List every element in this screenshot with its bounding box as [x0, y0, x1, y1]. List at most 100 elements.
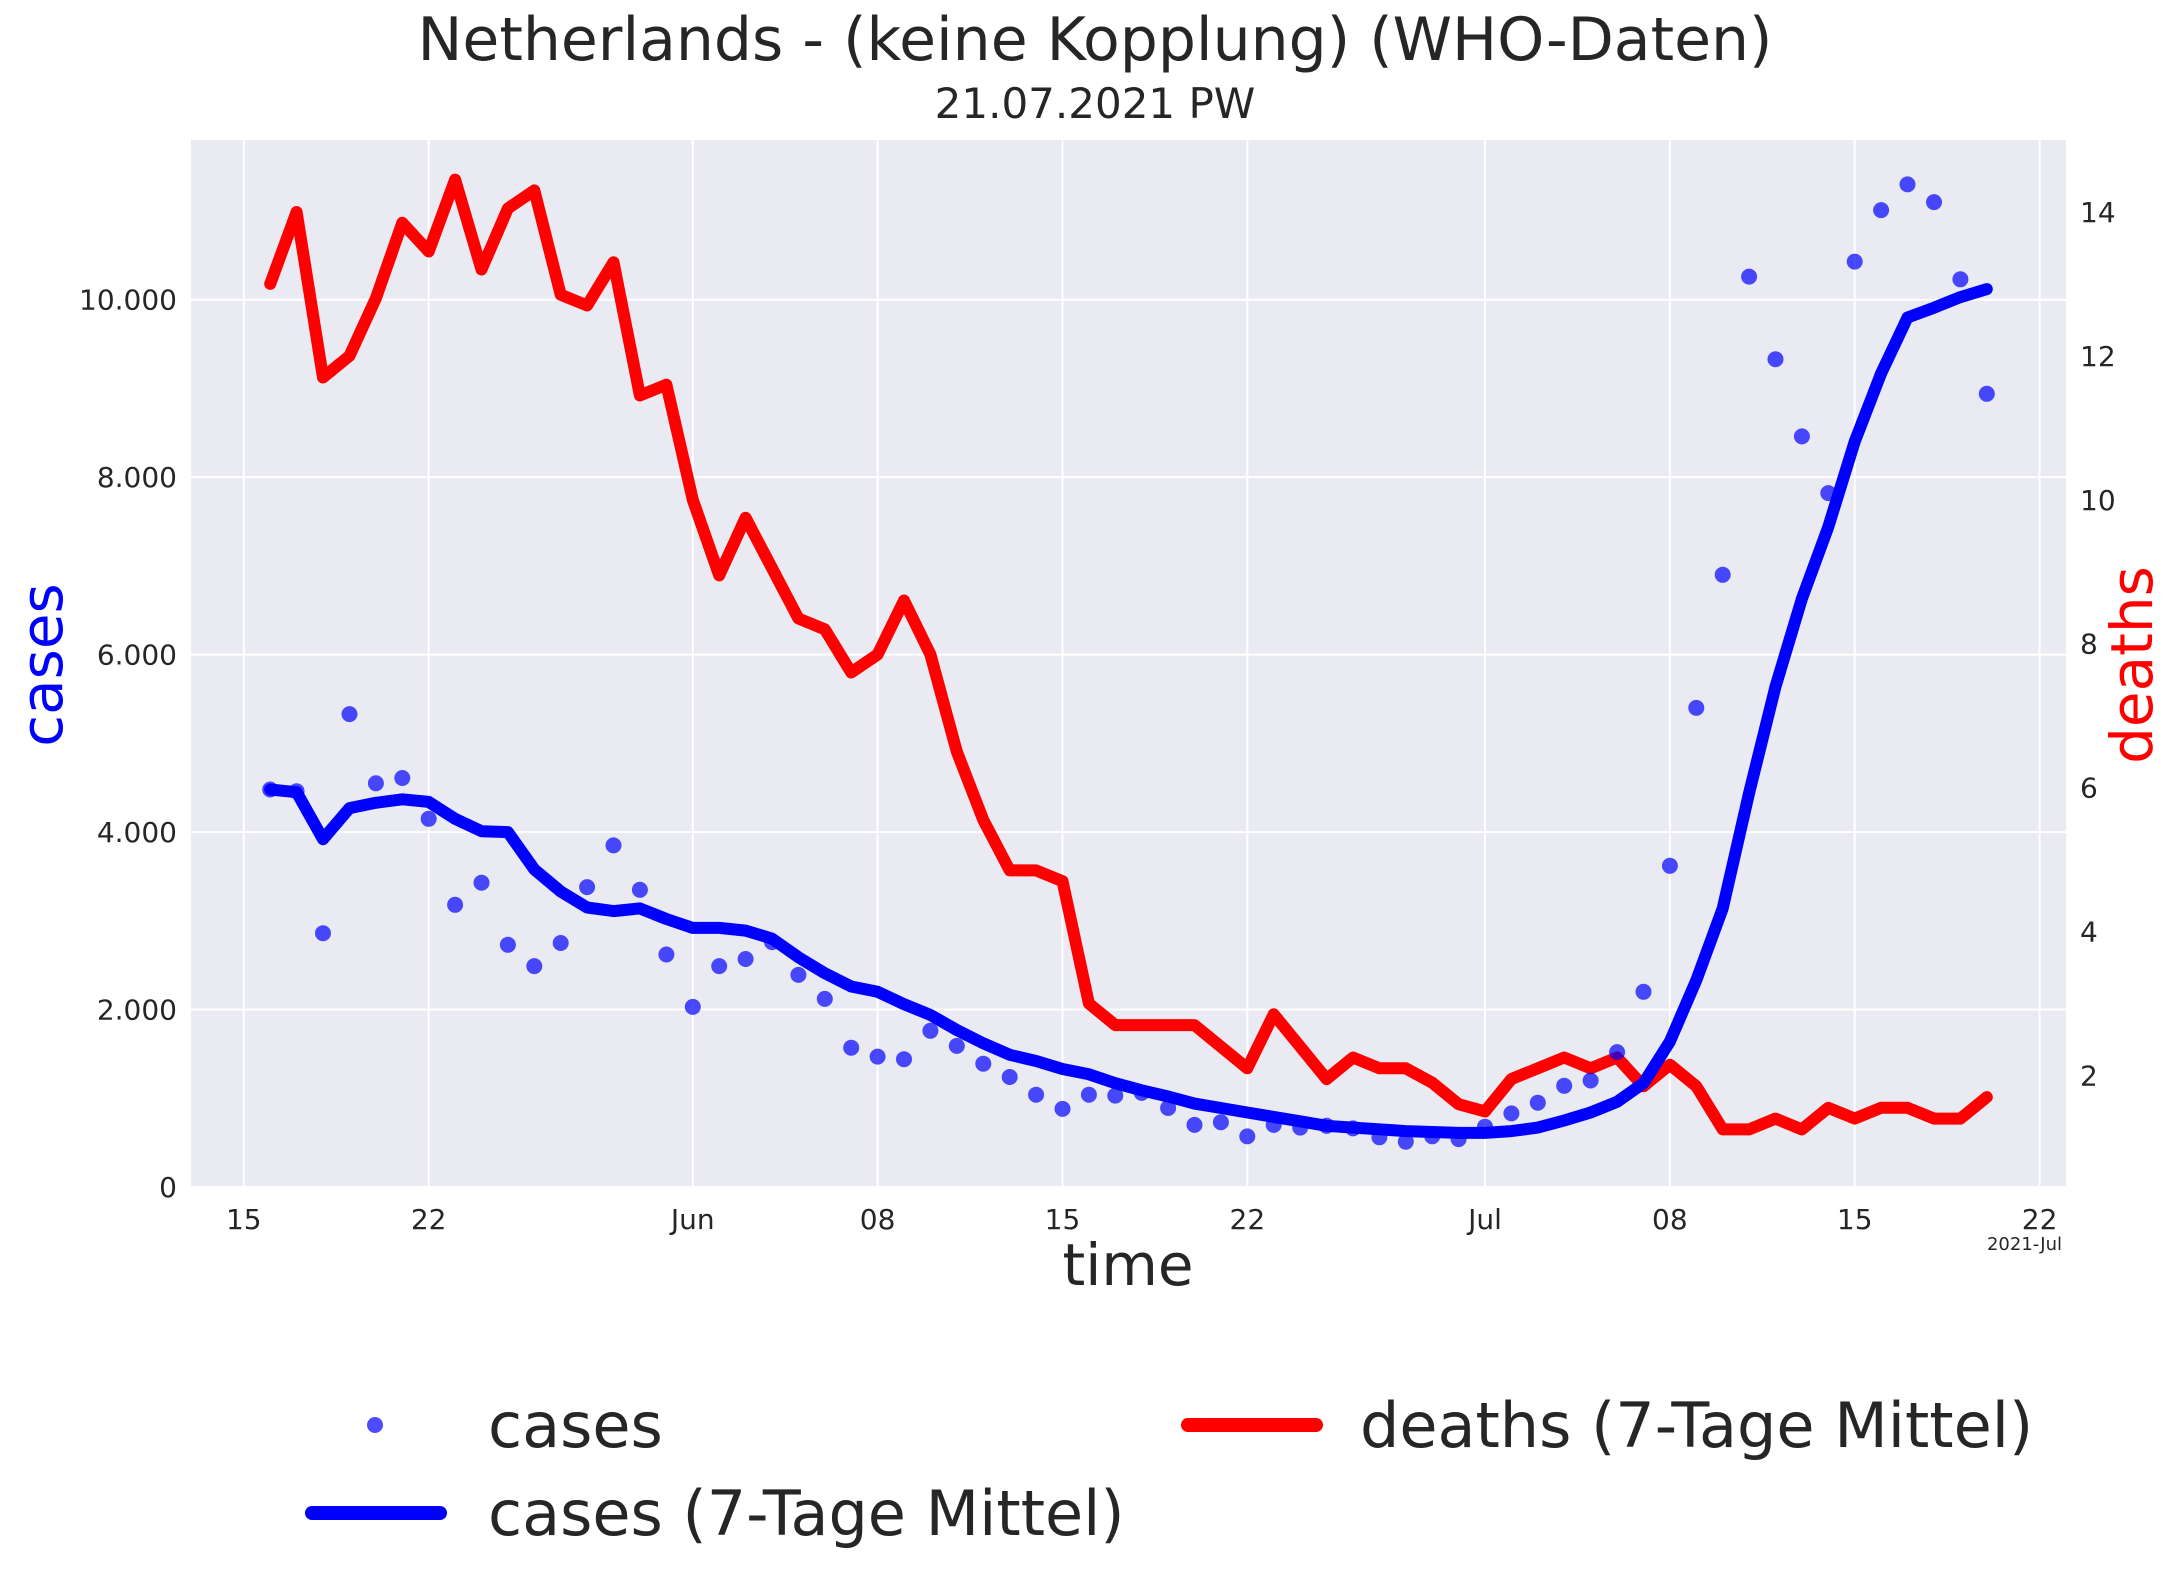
x-tick-label: 15 [1837, 1203, 1873, 1236]
cases-point [1397, 1133, 1414, 1150]
cases-point [1424, 1128, 1441, 1145]
cases-point [896, 1051, 912, 1068]
cases-point [1582, 1072, 1599, 1089]
chart-subtitle: 21.07.2021 PW [935, 79, 1256, 128]
cases-point [315, 925, 331, 942]
cases-point [1265, 1116, 1282, 1133]
cases-point [1899, 176, 1916, 193]
left-y-tick-label: 0 [159, 1171, 177, 1204]
x-axis-offset-label: 2021-Jul [1987, 1234, 2062, 1255]
cases-point [1107, 1087, 1124, 1104]
right-y-tick-label: 2 [2080, 1059, 2098, 1092]
cases-point [1371, 1129, 1388, 1146]
cases-point [1529, 1094, 1546, 1111]
cases-point [1556, 1077, 1573, 1094]
cases-point [1635, 983, 1652, 1000]
legend-cases-marker [367, 1417, 383, 1433]
x-axis-ticks: 15 22 Jun 08 15 22 Jul 08 15 22 [226, 1203, 2057, 1236]
cases-point [1054, 1100, 1071, 1117]
cases-point [1741, 268, 1758, 285]
cases-point [790, 966, 807, 983]
cases-point [1080, 1086, 1097, 1103]
cases-point [341, 706, 358, 723]
cases-point [605, 837, 622, 854]
right-y-tick-label: 4 [2080, 916, 2098, 949]
cases-point [447, 896, 464, 913]
cases-point [579, 879, 596, 896]
cases-point [1609, 1044, 1626, 1061]
cases-point [711, 958, 728, 975]
left-axis-label: cases [8, 583, 76, 747]
cases-point [1926, 194, 1942, 211]
legend-cases-label: cases [488, 1389, 663, 1462]
cases-point [948, 1037, 965, 1054]
cases-point [1820, 485, 1837, 502]
cases-point [1477, 1118, 1493, 1135]
cases-point [1714, 566, 1731, 583]
cases-point [394, 770, 411, 786]
x-tick-label: 22 [2022, 1203, 2058, 1236]
cases-point [262, 781, 279, 798]
cases-point [1239, 1128, 1256, 1145]
cases-point [499, 936, 516, 953]
cases-point [684, 998, 701, 1015]
left-y-tick-label: 10.000 [79, 284, 177, 317]
x-tick-label: 08 [860, 1203, 896, 1236]
right-axis-label: deaths [2098, 566, 2166, 764]
chart-marks [262, 173, 1995, 1150]
cases-point [1978, 385, 1995, 402]
cases-point [473, 874, 490, 891]
cases-point [1345, 1120, 1361, 1137]
cases-point [1292, 1119, 1309, 1136]
cases-point [737, 951, 754, 967]
cases-point [1873, 202, 1890, 219]
cases-point [975, 1055, 992, 1072]
cases-point [288, 783, 305, 800]
left-y-tick-label: 2.000 [97, 994, 177, 1027]
left-y-tick-label: 6.000 [97, 639, 177, 672]
cases-point [1133, 1084, 1150, 1101]
legend-deaths-mean-label: deaths (7-Tage Mittel) [1360, 1389, 2033, 1462]
left-y-tick-label: 4.000 [97, 816, 177, 849]
right-y-tick-label: 8 [2080, 628, 2098, 661]
cases-point [1767, 351, 1784, 368]
cases-point [1503, 1105, 1520, 1122]
cases-point [631, 881, 648, 898]
x-tick-label: 22 [1230, 1203, 1266, 1236]
x-tick-label: 15 [1045, 1203, 1081, 1236]
legend: cases cases (7-Tage Mittel) deaths (7-Ta… [305, 1389, 2033, 1550]
x-tick-label: Jul [1466, 1203, 1502, 1236]
cases-point [1001, 1069, 1018, 1085]
chart-title: Netherlands - (keine Kopplung) (WHO-Date… [418, 5, 1773, 75]
cases-point [552, 935, 569, 951]
right-y-tick-label: 12 [2080, 340, 2116, 373]
plot-area [191, 140, 2066, 1187]
cases-point [869, 1048, 886, 1065]
grid [191, 140, 2066, 1188]
deaths-mean-line [264, 173, 1993, 1136]
cases-point [1318, 1117, 1335, 1134]
cases-point [1028, 1086, 1045, 1103]
cases-mean-line [264, 283, 1993, 1139]
cases-point [843, 1039, 860, 1056]
x-tick-label: 15 [226, 1203, 262, 1236]
left-y-tick-label: 8.000 [97, 461, 177, 494]
cases-point [1688, 699, 1705, 716]
left-axis-ticks: 0 2.000 4.000 6.000 8.000 10.000 [79, 284, 177, 1204]
cases-point [922, 1022, 939, 1039]
cases-point [367, 775, 384, 792]
cases-point [1160, 1100, 1177, 1116]
legend-cases-mean-label: cases (7-Tage Mittel) [488, 1477, 1125, 1550]
x-tick-label: 22 [411, 1203, 447, 1236]
x-tick-label: 08 [1652, 1203, 1688, 1236]
cases-point [1186, 1116, 1203, 1133]
cases-point [1846, 253, 1863, 270]
cases-point [420, 810, 437, 827]
cases-point [1212, 1114, 1229, 1131]
cases-point [1661, 857, 1678, 874]
cases-point [658, 946, 675, 963]
cases-point [1793, 428, 1810, 445]
cases-point [1450, 1131, 1467, 1148]
cases-point [526, 958, 543, 975]
